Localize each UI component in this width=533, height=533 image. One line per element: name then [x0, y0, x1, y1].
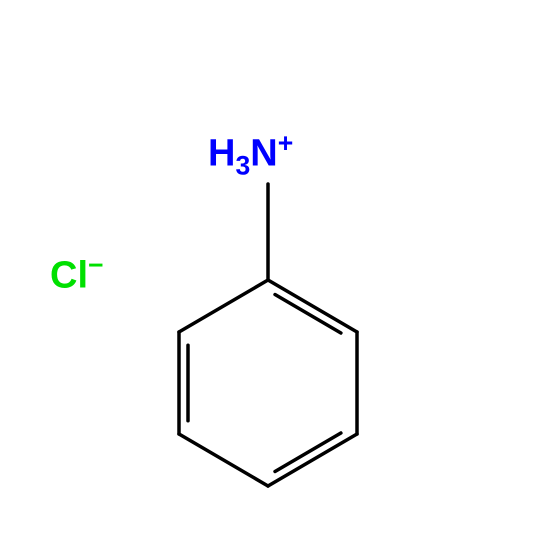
- chloride-label: Cl−: [50, 250, 104, 298]
- ammonium-sub: 3: [235, 150, 250, 180]
- ammonium-charge: +: [278, 128, 294, 158]
- chloride-charge: −: [88, 250, 104, 280]
- molecule-canvas: H3N+ Cl−: [0, 0, 533, 533]
- ammonium-label: H3N+: [208, 128, 293, 181]
- ammonium-atom: N: [250, 133, 277, 175]
- ammonium-h: H: [208, 133, 235, 175]
- chloride-atom: Cl: [50, 255, 88, 297]
